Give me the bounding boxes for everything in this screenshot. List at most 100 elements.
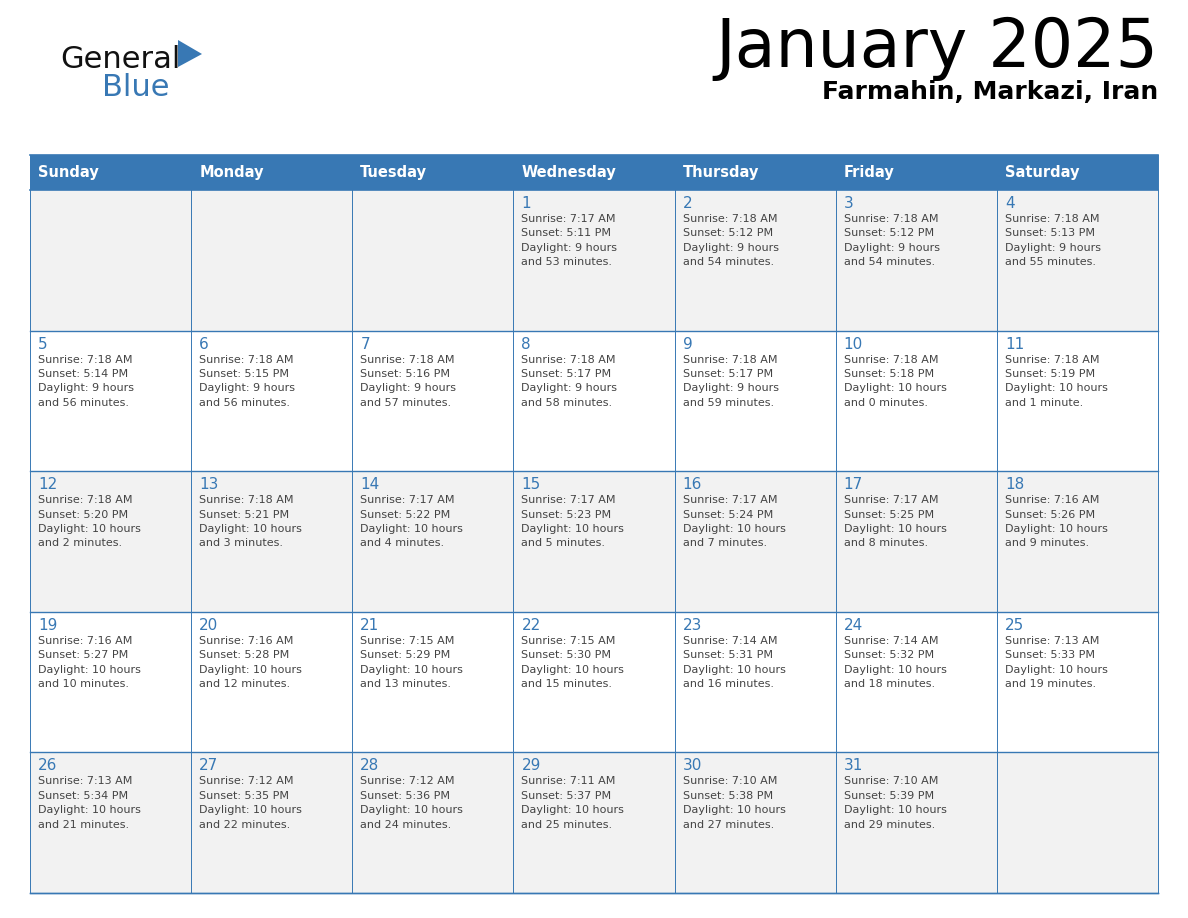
Bar bbox=[30, 330, 191, 471]
Text: Sunrise: 7:17 AM
Sunset: 5:25 PM
Daylight: 10 hours
and 8 minutes.: Sunrise: 7:17 AM Sunset: 5:25 PM Dayligh… bbox=[843, 495, 947, 548]
Text: Farmahin, Markazi, Iran: Farmahin, Markazi, Iran bbox=[822, 80, 1158, 104]
Bar bbox=[835, 330, 997, 471]
Text: 26: 26 bbox=[38, 758, 57, 773]
Bar bbox=[675, 471, 835, 611]
Text: 8: 8 bbox=[522, 337, 531, 352]
Text: 22: 22 bbox=[522, 618, 541, 633]
Text: Sunrise: 7:18 AM
Sunset: 5:15 PM
Daylight: 9 hours
and 56 minutes.: Sunrise: 7:18 AM Sunset: 5:15 PM Dayligh… bbox=[200, 354, 295, 408]
Bar bbox=[675, 190, 835, 330]
Bar bbox=[353, 753, 513, 893]
Text: 19: 19 bbox=[38, 618, 57, 633]
Bar bbox=[997, 753, 1158, 893]
Bar bbox=[513, 611, 675, 753]
Text: Sunrise: 7:15 AM
Sunset: 5:29 PM
Daylight: 10 hours
and 13 minutes.: Sunrise: 7:15 AM Sunset: 5:29 PM Dayligh… bbox=[360, 636, 463, 689]
Text: Sunday: Sunday bbox=[38, 165, 99, 180]
Text: Sunrise: 7:16 AM
Sunset: 5:28 PM
Daylight: 10 hours
and 12 minutes.: Sunrise: 7:16 AM Sunset: 5:28 PM Dayligh… bbox=[200, 636, 302, 689]
Text: 5: 5 bbox=[38, 337, 48, 352]
Bar bbox=[513, 753, 675, 893]
Bar bbox=[835, 190, 997, 330]
Text: Sunrise: 7:12 AM
Sunset: 5:35 PM
Daylight: 10 hours
and 22 minutes.: Sunrise: 7:12 AM Sunset: 5:35 PM Dayligh… bbox=[200, 777, 302, 830]
Text: Sunrise: 7:15 AM
Sunset: 5:30 PM
Daylight: 10 hours
and 15 minutes.: Sunrise: 7:15 AM Sunset: 5:30 PM Dayligh… bbox=[522, 636, 625, 689]
Bar bbox=[997, 471, 1158, 611]
Text: Sunrise: 7:10 AM
Sunset: 5:39 PM
Daylight: 10 hours
and 29 minutes.: Sunrise: 7:10 AM Sunset: 5:39 PM Dayligh… bbox=[843, 777, 947, 830]
Text: 4: 4 bbox=[1005, 196, 1015, 211]
Text: 1: 1 bbox=[522, 196, 531, 211]
Bar bbox=[30, 471, 191, 611]
Text: 6: 6 bbox=[200, 337, 209, 352]
Text: Sunrise: 7:14 AM
Sunset: 5:32 PM
Daylight: 10 hours
and 18 minutes.: Sunrise: 7:14 AM Sunset: 5:32 PM Dayligh… bbox=[843, 636, 947, 689]
Bar bbox=[353, 155, 513, 190]
Text: 23: 23 bbox=[683, 618, 702, 633]
Bar bbox=[191, 471, 353, 611]
Text: Saturday: Saturday bbox=[1005, 165, 1080, 180]
Text: 3: 3 bbox=[843, 196, 853, 211]
Text: Wednesday: Wednesday bbox=[522, 165, 617, 180]
Text: January 2025: January 2025 bbox=[715, 15, 1158, 81]
Text: Sunrise: 7:13 AM
Sunset: 5:33 PM
Daylight: 10 hours
and 19 minutes.: Sunrise: 7:13 AM Sunset: 5:33 PM Dayligh… bbox=[1005, 636, 1107, 689]
Text: Sunrise: 7:18 AM
Sunset: 5:19 PM
Daylight: 10 hours
and 1 minute.: Sunrise: 7:18 AM Sunset: 5:19 PM Dayligh… bbox=[1005, 354, 1107, 408]
Bar bbox=[835, 611, 997, 753]
Bar bbox=[191, 190, 353, 330]
Text: Sunrise: 7:16 AM
Sunset: 5:26 PM
Daylight: 10 hours
and 9 minutes.: Sunrise: 7:16 AM Sunset: 5:26 PM Dayligh… bbox=[1005, 495, 1107, 548]
Text: Sunrise: 7:18 AM
Sunset: 5:17 PM
Daylight: 9 hours
and 58 minutes.: Sunrise: 7:18 AM Sunset: 5:17 PM Dayligh… bbox=[522, 354, 618, 408]
Text: General: General bbox=[61, 45, 181, 74]
Text: Thursday: Thursday bbox=[683, 165, 759, 180]
Bar bbox=[30, 155, 191, 190]
Text: 20: 20 bbox=[200, 618, 219, 633]
Text: Sunrise: 7:12 AM
Sunset: 5:36 PM
Daylight: 10 hours
and 24 minutes.: Sunrise: 7:12 AM Sunset: 5:36 PM Dayligh… bbox=[360, 777, 463, 830]
Bar bbox=[675, 330, 835, 471]
Text: 24: 24 bbox=[843, 618, 862, 633]
Text: 28: 28 bbox=[360, 758, 379, 773]
Text: Sunrise: 7:18 AM
Sunset: 5:12 PM
Daylight: 9 hours
and 54 minutes.: Sunrise: 7:18 AM Sunset: 5:12 PM Dayligh… bbox=[843, 214, 940, 267]
Text: Sunrise: 7:18 AM
Sunset: 5:16 PM
Daylight: 9 hours
and 57 minutes.: Sunrise: 7:18 AM Sunset: 5:16 PM Dayligh… bbox=[360, 354, 456, 408]
Bar bbox=[191, 753, 353, 893]
Bar bbox=[513, 471, 675, 611]
Bar bbox=[191, 611, 353, 753]
Text: 10: 10 bbox=[843, 337, 862, 352]
Text: Sunrise: 7:18 AM
Sunset: 5:21 PM
Daylight: 10 hours
and 3 minutes.: Sunrise: 7:18 AM Sunset: 5:21 PM Dayligh… bbox=[200, 495, 302, 548]
Bar bbox=[30, 190, 191, 330]
Bar bbox=[513, 155, 675, 190]
Text: Sunrise: 7:18 AM
Sunset: 5:17 PM
Daylight: 9 hours
and 59 minutes.: Sunrise: 7:18 AM Sunset: 5:17 PM Dayligh… bbox=[683, 354, 778, 408]
Bar bbox=[835, 155, 997, 190]
Bar bbox=[191, 330, 353, 471]
Bar bbox=[675, 155, 835, 190]
Bar bbox=[675, 753, 835, 893]
Text: 13: 13 bbox=[200, 477, 219, 492]
Bar bbox=[353, 611, 513, 753]
Bar bbox=[30, 611, 191, 753]
Text: 17: 17 bbox=[843, 477, 862, 492]
Text: Sunrise: 7:13 AM
Sunset: 5:34 PM
Daylight: 10 hours
and 21 minutes.: Sunrise: 7:13 AM Sunset: 5:34 PM Dayligh… bbox=[38, 777, 141, 830]
Bar bbox=[997, 330, 1158, 471]
Text: Sunrise: 7:17 AM
Sunset: 5:11 PM
Daylight: 9 hours
and 53 minutes.: Sunrise: 7:17 AM Sunset: 5:11 PM Dayligh… bbox=[522, 214, 618, 267]
Text: Sunrise: 7:11 AM
Sunset: 5:37 PM
Daylight: 10 hours
and 25 minutes.: Sunrise: 7:11 AM Sunset: 5:37 PM Dayligh… bbox=[522, 777, 625, 830]
Bar bbox=[353, 330, 513, 471]
Text: 25: 25 bbox=[1005, 618, 1024, 633]
Bar bbox=[353, 190, 513, 330]
Text: Sunrise: 7:18 AM
Sunset: 5:12 PM
Daylight: 9 hours
and 54 minutes.: Sunrise: 7:18 AM Sunset: 5:12 PM Dayligh… bbox=[683, 214, 778, 267]
Text: Sunrise: 7:17 AM
Sunset: 5:24 PM
Daylight: 10 hours
and 7 minutes.: Sunrise: 7:17 AM Sunset: 5:24 PM Dayligh… bbox=[683, 495, 785, 548]
Polygon shape bbox=[178, 40, 202, 67]
Text: 27: 27 bbox=[200, 758, 219, 773]
Bar bbox=[30, 753, 191, 893]
Bar bbox=[191, 155, 353, 190]
Text: Sunrise: 7:18 AM
Sunset: 5:20 PM
Daylight: 10 hours
and 2 minutes.: Sunrise: 7:18 AM Sunset: 5:20 PM Dayligh… bbox=[38, 495, 141, 548]
Bar bbox=[513, 190, 675, 330]
Bar bbox=[513, 330, 675, 471]
Text: 11: 11 bbox=[1005, 337, 1024, 352]
Bar bbox=[353, 471, 513, 611]
Text: 14: 14 bbox=[360, 477, 379, 492]
Text: 29: 29 bbox=[522, 758, 541, 773]
Text: Tuesday: Tuesday bbox=[360, 165, 428, 180]
Text: Monday: Monday bbox=[200, 165, 264, 180]
Text: Sunrise: 7:18 AM
Sunset: 5:13 PM
Daylight: 9 hours
and 55 minutes.: Sunrise: 7:18 AM Sunset: 5:13 PM Dayligh… bbox=[1005, 214, 1101, 267]
Text: Sunrise: 7:10 AM
Sunset: 5:38 PM
Daylight: 10 hours
and 27 minutes.: Sunrise: 7:10 AM Sunset: 5:38 PM Dayligh… bbox=[683, 777, 785, 830]
Bar bbox=[835, 471, 997, 611]
Text: 21: 21 bbox=[360, 618, 379, 633]
Text: 7: 7 bbox=[360, 337, 369, 352]
Text: 30: 30 bbox=[683, 758, 702, 773]
Text: Sunrise: 7:16 AM
Sunset: 5:27 PM
Daylight: 10 hours
and 10 minutes.: Sunrise: 7:16 AM Sunset: 5:27 PM Dayligh… bbox=[38, 636, 141, 689]
Bar bbox=[835, 753, 997, 893]
Text: Sunrise: 7:17 AM
Sunset: 5:23 PM
Daylight: 10 hours
and 5 minutes.: Sunrise: 7:17 AM Sunset: 5:23 PM Dayligh… bbox=[522, 495, 625, 548]
Bar bbox=[997, 190, 1158, 330]
